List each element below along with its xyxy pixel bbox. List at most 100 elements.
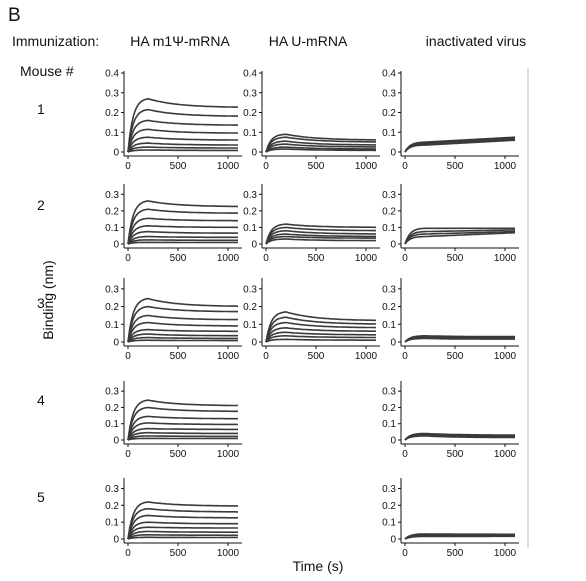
y-tick-label: 0.2 <box>382 501 396 512</box>
y-tick-label: 0.1 <box>105 320 119 331</box>
binding-curve-2 <box>127 507 238 540</box>
binding-curve-5 <box>265 146 376 153</box>
y-tick-label: 0.4 <box>105 69 119 80</box>
binding-curve-6 <box>127 235 238 245</box>
y-tick-label: 0 <box>113 240 119 251</box>
binding-curve-3 <box>127 415 238 441</box>
binding-curve-8 <box>127 536 238 540</box>
binding-curve-6 <box>127 431 238 441</box>
y-tick-label: 0 <box>113 148 119 159</box>
panel-letter: B <box>8 5 21 26</box>
y-tick-label: 0.2 <box>382 108 396 119</box>
panel-mouse-3-col-3: 0 0.1 0.2 0.3 0 500 1000 <box>382 278 519 362</box>
panel-mouse-4-col-3: 0 0.1 0.2 0.3 0 500 1000 <box>382 381 519 460</box>
binding-curve-6 <box>127 142 238 153</box>
binding-curve-1 <box>127 97 238 153</box>
binding-curve-3 <box>265 321 376 343</box>
binding-curve-3 <box>127 514 238 540</box>
y-tick-label: 0.2 <box>243 302 257 313</box>
panel-mouse-3-col-1: 0 0.1 0.2 0.3 0 500 1000 <box>105 278 242 362</box>
binding-curve-2 <box>404 229 515 245</box>
binding-curve-4 <box>404 139 516 153</box>
y-tick-label: 0.3 <box>105 190 119 201</box>
binding-curve-1 <box>127 200 238 245</box>
binding-curve-1 <box>127 297 238 343</box>
binding-curve-6 <box>265 238 376 245</box>
binding-curve-2 <box>404 433 516 441</box>
binding-curve-4 <box>404 535 515 540</box>
mouse-number-label: Mouse # <box>20 63 74 79</box>
binding-curve-1 <box>265 133 376 153</box>
binding-curve-4 <box>127 224 239 245</box>
x-tick-label: 1000 <box>217 253 240 264</box>
binding-curve-2 <box>127 208 238 245</box>
y-tick-label: 0.2 <box>105 501 119 512</box>
panel-mouse-5-col-3: 0 0.1 0.2 0.3 0 500 1000 <box>382 478 519 559</box>
binding-curve-4 <box>265 143 376 153</box>
x-tick-label: 1000 <box>494 253 517 264</box>
y-tick-label: 0.1 <box>105 518 119 529</box>
y-tick-label: 0.3 <box>382 387 396 398</box>
binding-curve-5 <box>127 230 239 245</box>
x-tick-label: 1000 <box>355 161 378 172</box>
binding-curve-5 <box>127 427 238 441</box>
y-tick-label: 0.2 <box>382 206 396 217</box>
y-tick-label: 0.1 <box>243 320 257 331</box>
binding-curve-5 <box>265 235 376 245</box>
row-label-mouse-4: 4 <box>37 392 45 408</box>
y-tick-label: 0.2 <box>105 403 119 414</box>
row-label-mouse-2: 2 <box>37 197 45 213</box>
x-tick-label: 500 <box>447 548 464 559</box>
binding-curve-2 <box>127 305 238 343</box>
y-tick-label: 0.3 <box>243 190 257 201</box>
binding-curve-2 <box>265 226 376 245</box>
binding-curve-6 <box>265 148 376 153</box>
x-tick-label: 1000 <box>217 548 240 559</box>
x-tick-label: 500 <box>170 548 187 559</box>
binding-curve-4 <box>404 337 515 343</box>
x-tick-label: 500 <box>170 351 187 362</box>
binding-curve-1 <box>127 501 238 540</box>
x-tick-label: 1000 <box>494 548 517 559</box>
panel-mouse-2-col-3: 0 0.1 0.2 0.3 0 500 1000 <box>382 184 519 264</box>
binding-curve-4 <box>265 233 376 245</box>
x-tick-label: 500 <box>170 161 187 172</box>
x-tick-label: 500 <box>447 351 464 362</box>
x-tick-label: 0 <box>125 161 131 172</box>
binding-curve-3 <box>265 230 376 245</box>
x-tick-label: 0 <box>402 449 408 460</box>
panel-mouse-2-col-1: 0 0.1 0.2 0.3 0 500 1000 <box>105 184 242 264</box>
row-label-mouse-3: 3 <box>37 295 45 311</box>
y-tick-label: 0.3 <box>105 387 119 398</box>
y-tick-label: 0.1 <box>243 223 257 234</box>
x-tick-label: 1000 <box>494 449 517 460</box>
panel-mouse-4-col-1: 0 0.1 0.2 0.3 0 500 1000 <box>105 381 242 460</box>
binding-curve-8 <box>127 339 238 343</box>
x-tick-label: 0 <box>402 253 408 264</box>
binding-curve-5 <box>265 331 376 343</box>
binding-curve-7 <box>265 338 376 343</box>
x-tick-label: 0 <box>402 548 408 559</box>
y-tick-label: 0.1 <box>105 223 119 234</box>
y-tick-label: 0.4 <box>243 69 257 80</box>
y-tick-label: 0.2 <box>105 302 119 313</box>
y-tick-label: 0.2 <box>382 302 396 313</box>
y-tick-label: 0.3 <box>105 484 119 495</box>
column-header-u-mrna: HA U-mRNA <box>268 33 348 49</box>
y-tick-label: 0.2 <box>243 206 257 217</box>
x-tick-label: 0 <box>263 351 269 362</box>
y-tick-label: 0.2 <box>105 108 119 119</box>
x-tick-label: 500 <box>447 161 464 172</box>
y-tick-label: 0.2 <box>382 403 396 414</box>
binding-curve-8 <box>127 437 238 441</box>
binding-curve-1 <box>265 311 376 343</box>
y-tick-label: 0 <box>113 436 119 447</box>
y-tick-label: 0.3 <box>382 190 396 201</box>
binding-curve-2 <box>127 406 238 441</box>
binding-curve-7 <box>127 239 238 245</box>
binding-curve-5 <box>127 328 238 343</box>
panel-mouse-1-col-2: 0 0.1 0.2 0.3 0.4 0 500 1000 <box>243 69 380 172</box>
y-tick-label: 0 <box>390 338 396 349</box>
y-tick-label: 0 <box>113 338 119 349</box>
x-tick-label: 1000 <box>494 351 517 362</box>
